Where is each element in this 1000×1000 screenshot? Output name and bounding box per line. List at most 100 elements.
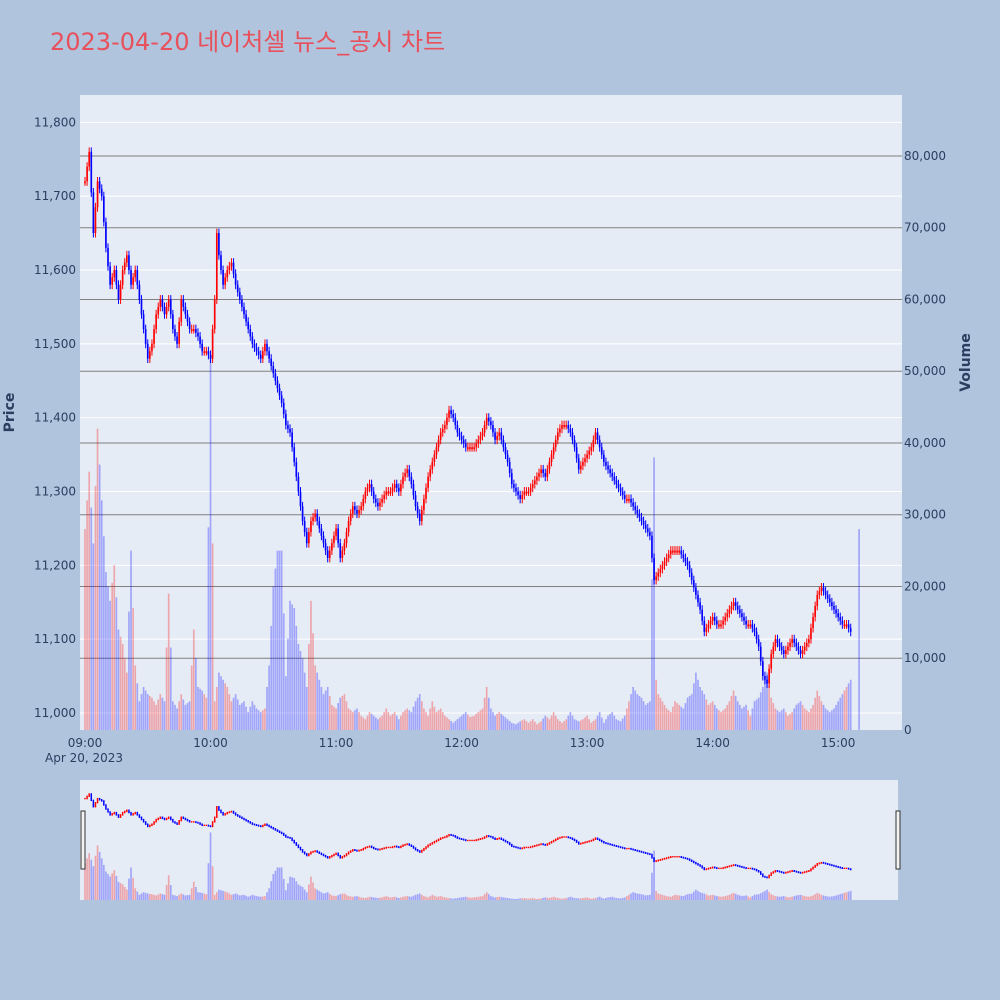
slider-volume-bar (533, 898, 536, 900)
volume-bar (192, 629, 195, 730)
volume-bar (814, 697, 816, 730)
volume-bar (467, 714, 469, 730)
candle-body (741, 613, 743, 618)
candle-body (462, 439, 465, 444)
slider-volume-bar (228, 893, 231, 900)
slider-volume-bar (395, 897, 398, 900)
candle-body (113, 269, 116, 278)
candle-body (266, 343, 268, 352)
slider-volume-bar (611, 896, 614, 900)
volume-bar (634, 690, 637, 730)
candle-body (180, 299, 183, 322)
slider-volume-bar (243, 894, 245, 900)
candle-body (136, 269, 139, 285)
candle-body (720, 624, 722, 627)
slider-volume-bar (686, 894, 689, 900)
candle-body (780, 646, 783, 651)
slider-volume-bar (734, 893, 737, 900)
slider-volume-bar (88, 853, 91, 900)
slider-volume-bar (490, 896, 492, 900)
slider-volume-bar (420, 894, 423, 900)
volume-bar (485, 686, 488, 730)
candle-body (379, 502, 381, 507)
slider-volume-bar (354, 896, 356, 900)
slider-volume-bar (753, 894, 756, 900)
range-slider-handle-left[interactable] (80, 810, 86, 870)
volume-bar (117, 629, 120, 730)
slider-volume-bar (743, 895, 745, 900)
candle-body (567, 425, 570, 429)
candle-body (734, 602, 737, 606)
volume-bar (126, 672, 128, 730)
slider-volume-bar (441, 896, 444, 900)
volume-bar (600, 717, 603, 730)
volume-bar (439, 708, 442, 730)
volume-bar (728, 701, 731, 730)
volume-tick-label: 30,000 (904, 508, 946, 522)
volume-bar (121, 643, 124, 730)
candle-body (500, 432, 503, 440)
volume-bar (810, 708, 812, 730)
candle-body (711, 617, 714, 621)
candle-body (772, 646, 775, 654)
slider-volume-bar (628, 894, 630, 900)
slider-volume-bar (285, 890, 287, 900)
slider-volume-bar (412, 895, 415, 900)
slider-volume-bar (337, 895, 339, 900)
slider-volume-bar (222, 890, 224, 900)
slider-volume-bar (596, 897, 599, 900)
slider-volume-bar (542, 897, 545, 900)
volume-bar (255, 708, 258, 730)
slider-volume-bar (301, 887, 304, 900)
volume-bar (130, 550, 132, 730)
candle-body (153, 329, 155, 344)
slider-volume-bar (720, 896, 722, 900)
candle-body (287, 425, 289, 429)
slider-volume-bar (709, 895, 712, 900)
slider-volume-bar (102, 864, 105, 900)
volume-bar (264, 708, 266, 730)
slider-volume-bar (644, 895, 647, 900)
volume-bar (780, 710, 783, 730)
volume-bar (354, 710, 356, 730)
volume-bar (238, 704, 241, 730)
volume-bar (228, 694, 231, 730)
volume-bar (372, 715, 375, 730)
slider-volume-bar (477, 896, 480, 900)
candle-body (295, 461, 298, 477)
candle-body (199, 336, 201, 344)
volume-bar (711, 701, 714, 730)
slider-volume-bar (751, 896, 754, 900)
candle-body (197, 332, 199, 337)
slider-volume-bar (841, 893, 844, 900)
volume-bar (630, 694, 632, 730)
volume-bar (826, 710, 829, 730)
candle-body (333, 535, 335, 544)
candle-body (795, 642, 798, 647)
range-slider-handle-right[interactable] (895, 810, 901, 870)
volume-bar (628, 701, 630, 730)
slider-volume-bar (295, 881, 298, 900)
volume-bar (381, 715, 383, 730)
candle-body (201, 343, 203, 352)
main-plot-area[interactable] (80, 95, 902, 730)
slider-volume-bar (538, 898, 540, 900)
slider-volume-bar (567, 897, 570, 900)
slider-volume-bar (487, 894, 490, 900)
slider-volume-bar (460, 897, 463, 900)
slider-volume-bar (657, 893, 660, 900)
range-slider-area[interactable] (80, 780, 898, 900)
slider-volume-bar (828, 896, 831, 900)
candle-body (743, 617, 745, 621)
volume-bar (266, 686, 268, 730)
slider-volume-bar (745, 895, 747, 900)
volume-bar (642, 701, 645, 730)
slider-volume-bar (299, 885, 302, 900)
candle-body (676, 550, 678, 553)
candle-body (385, 491, 388, 496)
slider-volume-bar (795, 895, 798, 900)
slider-volume-bar (238, 895, 241, 900)
volume-bar (692, 683, 695, 730)
volume-bar (640, 697, 643, 730)
